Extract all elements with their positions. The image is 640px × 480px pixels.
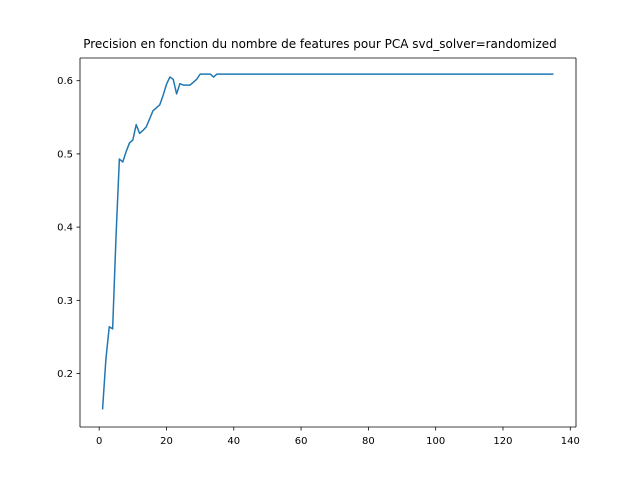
y-tick-label: 0.4 xyxy=(57,223,73,234)
plot-area xyxy=(80,58,576,427)
x-tick-label: 20 xyxy=(160,436,173,447)
y-tick-label: 0.3 xyxy=(57,296,73,307)
series-line xyxy=(101,73,554,410)
x-axis: 0 20 40 60 80 100 120 140 xyxy=(96,427,580,447)
y-tick-label: 0.6 xyxy=(57,76,73,87)
x-tick-label: 0 xyxy=(96,436,102,447)
chart-title: Precision en fonction du nombre de featu… xyxy=(83,37,557,51)
y-tick-label: 0.5 xyxy=(57,149,73,160)
y-tick-label: 0.2 xyxy=(57,369,73,380)
x-tick-label: 40 xyxy=(227,436,240,447)
plot-frame xyxy=(79,57,577,428)
y-axis: 0.2 0.3 0.4 0.5 0.6 xyxy=(57,76,80,380)
x-tick-label: 140 xyxy=(561,436,580,447)
x-tick-label: 60 xyxy=(295,436,308,447)
x-tick-label: 120 xyxy=(493,436,512,447)
x-tick-label: 100 xyxy=(426,436,445,447)
x-tick-label: 80 xyxy=(362,436,375,447)
